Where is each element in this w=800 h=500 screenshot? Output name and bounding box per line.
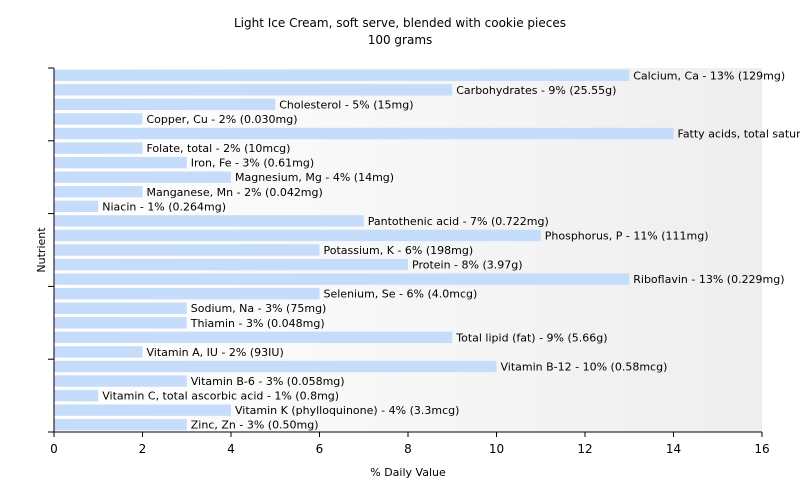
bar <box>54 127 674 140</box>
bar-label: Sodium, Na - 3% (75mg) <box>191 302 327 315</box>
y-ticks-group <box>48 67 54 433</box>
bar-label: Vitamin A, IU - 2% (93IU) <box>147 346 284 359</box>
x-tick-label: 0 <box>50 442 58 456</box>
bar-label: Vitamin K (phylloquinone) - 4% (3.3mcg) <box>235 404 459 417</box>
bar <box>54 186 143 198</box>
bar-label: Thiamin - 3% (0.048mg) <box>190 317 325 330</box>
bar <box>54 84 453 96</box>
bar <box>54 171 231 183</box>
x-tick-label: 8 <box>404 442 412 456</box>
x-ticks-group: 0 2 4 6 8 10 12 14 16 <box>50 432 770 456</box>
bar-label: Cholesterol - 5% (15mg) <box>279 98 413 111</box>
chart-title: Light Ice Cream, soft serve, blended wit… <box>234 16 566 30</box>
bar-label: Fatty acids, total saturated - 14% (2.75… <box>678 128 800 141</box>
bar <box>54 360 497 373</box>
bar-label: Phosphorus, P - 11% (111mg) <box>545 229 709 242</box>
bar <box>54 389 99 402</box>
bar-label: Niacin - 1% (0.264mg) <box>102 200 226 213</box>
bar-label: Selenium, Se - 6% (4.0mcg) <box>324 288 478 301</box>
x-tick-label: 6 <box>316 442 324 456</box>
bar <box>54 288 320 300</box>
bar-label: Zinc, Zn - 3% (0.50mg) <box>191 419 319 432</box>
bar <box>54 98 276 111</box>
bars-group <box>54 69 674 431</box>
bar <box>54 156 187 169</box>
bar-label: Copper, Cu - 2% (0.030mg) <box>147 113 298 126</box>
x-tick-label: 4 <box>227 442 235 456</box>
bar <box>54 273 630 285</box>
bar-label: Total lipid (fat) - 9% (5.66g) <box>455 331 607 344</box>
bar-labels-group: Calcium, Ca - 13% (129mg) Carbohydrates -… <box>102 69 800 431</box>
bar-label: Potassium, K - 6% (198mg) <box>324 244 474 257</box>
bar-label: Riboflavin - 13% (0.229mg) <box>633 273 784 286</box>
x-axis-label: % Daily Value <box>370 466 446 479</box>
bar <box>54 229 541 242</box>
bar <box>54 113 143 125</box>
bar-label: Vitamin B-6 - 3% (0.058mg) <box>191 375 345 388</box>
bar <box>54 331 453 344</box>
bar-label: Protein - 8% (3.97g) <box>412 259 523 272</box>
x-tick-label: 14 <box>666 442 681 456</box>
bar <box>54 244 320 256</box>
bar-label: Magnesium, Mg - 4% (14mg) <box>235 171 394 184</box>
bar-label: Iron, Fe - 3% (0.61mg) <box>191 157 314 170</box>
y-axis-label: Nutrient <box>35 227 48 273</box>
bar <box>54 142 143 154</box>
bar <box>54 200 99 212</box>
bar <box>54 346 143 358</box>
bar <box>54 404 231 416</box>
x-tick-label: 2 <box>139 442 147 456</box>
bar <box>54 317 187 329</box>
bar-label: Manganese, Mn - 2% (0.042mg) <box>147 186 323 199</box>
bar <box>54 69 630 81</box>
bar-label: Vitamin B-12 - 10% (0.58mcg) <box>501 360 668 373</box>
x-tick-label: 10 <box>489 442 504 456</box>
bar-label: Carbohydrates - 9% (25.55g) <box>456 84 616 97</box>
x-tick-label: 12 <box>577 442 592 456</box>
bar-label: Pantothenic acid - 7% (0.722mg) <box>368 215 549 228</box>
bar <box>54 419 187 431</box>
bar-label: Vitamin C, total ascorbic acid - 1% (0.8… <box>102 390 339 403</box>
bar <box>54 258 408 271</box>
chart-subtitle: 100 grams <box>368 33 433 47</box>
x-tick-label: 16 <box>754 442 769 456</box>
bar-label: Calcium, Ca - 13% (129mg) <box>633 69 785 82</box>
bar <box>54 375 187 387</box>
bar <box>54 302 187 314</box>
bar-label: Folate, total - 2% (10mcg) <box>147 142 291 155</box>
bar <box>54 215 364 227</box>
